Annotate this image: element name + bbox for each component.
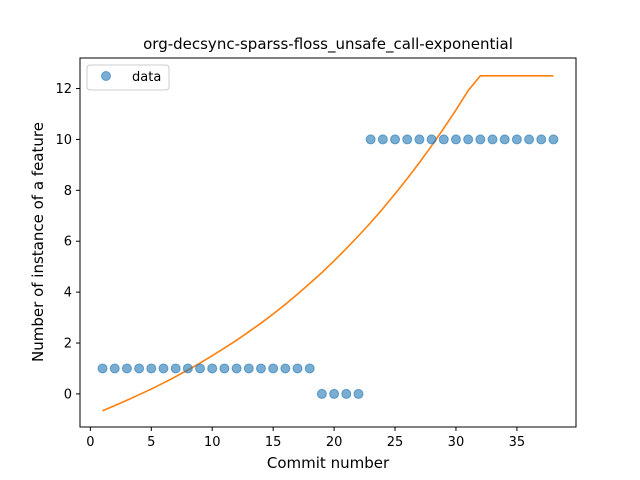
data-point: [487, 134, 498, 145]
data-point: [243, 363, 254, 374]
data-point: [316, 388, 327, 399]
x-tick-label: 30: [448, 435, 465, 450]
y-tick-label: 2: [64, 337, 72, 352]
data-point: [536, 134, 547, 145]
data-point: [511, 134, 522, 145]
chart-title: org-decsync-sparss-floss_unsafe_call-exp…: [143, 35, 513, 54]
data-point: [195, 363, 206, 374]
data-point: [134, 363, 145, 374]
y-tick-label: 6: [64, 235, 72, 250]
data-point: [207, 363, 218, 374]
x-tick-label: 20: [326, 435, 343, 450]
data-point: [97, 363, 108, 374]
x-tick-label: 35: [509, 435, 526, 450]
y-tick-label: 12: [55, 82, 72, 97]
data-point: [499, 134, 510, 145]
data-point: [377, 134, 388, 145]
y-tick-label: 4: [64, 286, 72, 301]
data-point: [255, 363, 266, 374]
y-tick-label: 10: [55, 133, 72, 148]
data-point: [231, 363, 242, 374]
data-point: [219, 363, 230, 374]
data-point: [365, 134, 376, 145]
legend: data: [86, 64, 170, 91]
data-point: [524, 134, 535, 145]
data-point: [402, 134, 413, 145]
y-tick-label: 0: [64, 387, 72, 402]
data-point: [121, 363, 132, 374]
data-point: [341, 388, 352, 399]
fit-curve: [102, 75, 554, 412]
data-points-layer: [97, 134, 559, 399]
data-point: [450, 134, 461, 145]
data-point: [109, 363, 120, 374]
data-point: [353, 388, 364, 399]
x-tick-label: 0: [86, 435, 94, 450]
plot-frame: [79, 57, 577, 428]
data-point: [463, 134, 474, 145]
data-point: [390, 134, 401, 145]
data-point: [329, 388, 340, 399]
data-point: [146, 363, 157, 374]
x-tick-label: 10: [204, 435, 221, 450]
data-point: [268, 363, 279, 374]
data-point: [548, 134, 559, 145]
fit-curve-layer: [102, 75, 554, 412]
data-point: [304, 363, 315, 374]
x-tick-label: 5: [147, 435, 155, 450]
data-point: [292, 363, 303, 374]
legend-marker: [101, 71, 111, 81]
data-point: [182, 363, 193, 374]
data-point: [414, 134, 425, 145]
y-tick-label: 8: [64, 184, 72, 199]
x-axis-label: Commit number: [267, 454, 390, 472]
data-point: [438, 134, 449, 145]
data-point: [170, 363, 181, 374]
y-axis-label: Number of instance of a feature: [29, 122, 47, 362]
data-point: [475, 134, 486, 145]
y-axis-ticks: 0 2 4 6 8 10 12: [55, 82, 80, 402]
x-tick-label: 25: [387, 435, 404, 450]
data-point: [158, 363, 169, 374]
x-tick-label: 15: [265, 435, 282, 450]
data-point: [426, 134, 437, 145]
data-point: [280, 363, 291, 374]
x-axis-ticks: 0 5 10 15 20 25 30 35: [86, 427, 525, 450]
legend-label-data: data: [132, 70, 161, 85]
